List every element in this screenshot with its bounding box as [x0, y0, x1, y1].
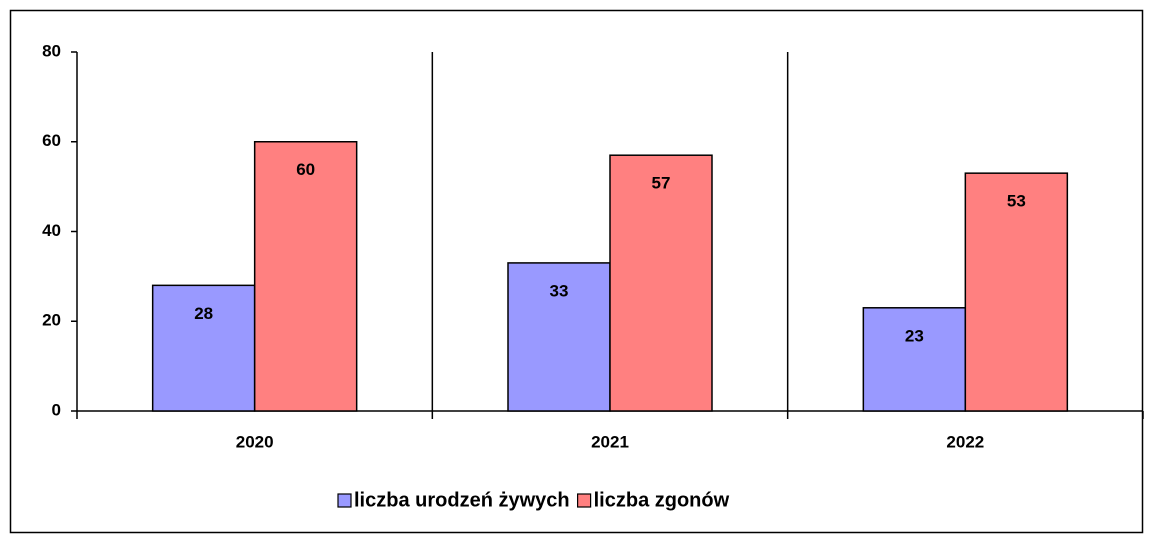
data-label: 57	[652, 174, 671, 193]
bar	[862, 307, 967, 412]
y-tick-label: 40	[42, 221, 61, 240]
bar	[507, 262, 611, 412]
x-tick-label: 2021	[591, 432, 629, 451]
data-label: 23	[905, 326, 924, 345]
bar	[151, 284, 256, 412]
legend-label: liczba zgonów	[594, 489, 730, 511]
data-label: 28	[194, 304, 213, 323]
x-tick-label: 2020	[236, 432, 274, 451]
bar	[964, 172, 1069, 412]
bar	[253, 141, 358, 412]
legend-label: liczba urodzeń żywych	[354, 489, 570, 511]
y-tick-label: 0	[52, 400, 61, 419]
legend-swatch	[337, 493, 352, 508]
bar	[609, 154, 713, 412]
data-label: 33	[550, 281, 569, 300]
x-tick-label: 2022	[946, 432, 984, 451]
data-label: 53	[1007, 192, 1026, 211]
y-tick-label: 60	[42, 131, 61, 150]
data-label: 60	[296, 160, 315, 179]
legend-swatch	[577, 493, 592, 508]
y-tick-label: 20	[42, 311, 61, 330]
y-tick-label: 80	[42, 41, 61, 60]
